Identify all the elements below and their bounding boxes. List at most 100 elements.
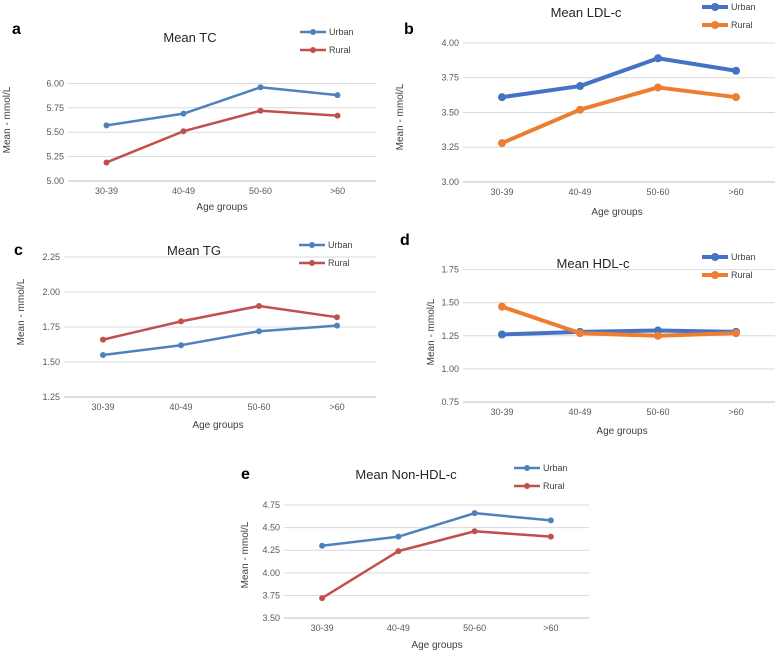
y-tick-label: 3.75 bbox=[441, 73, 459, 83]
legend-label-rural: Rural bbox=[329, 45, 351, 55]
chart-title: Mean Non-HDL-c bbox=[355, 467, 457, 482]
data-point-urban bbox=[471, 510, 478, 517]
x-tick-label: 30-39 bbox=[91, 402, 114, 412]
data-point-rural bbox=[257, 107, 264, 114]
y-tick-label: 5.75 bbox=[46, 103, 64, 113]
data-point-urban bbox=[732, 66, 740, 75]
legend-label-rural: Rural bbox=[543, 481, 565, 491]
chart-panel-b: b Mean LDL-c 3.00 3.25 3.50 3.75 4.00 30-39 40-4… bbox=[395, 2, 775, 218]
x-tick-label: 50-60 bbox=[249, 186, 272, 196]
legend-label-urban: Urban bbox=[329, 27, 354, 37]
panel-letter: d bbox=[400, 232, 410, 249]
x-tick-label: 40-49 bbox=[387, 623, 410, 633]
data-point-rural bbox=[256, 303, 262, 309]
y-tick-label: 2.00 bbox=[42, 287, 60, 297]
y-tick-label: 1.25 bbox=[42, 392, 60, 402]
data-point-rural bbox=[180, 128, 187, 135]
x-axis-label: Age groups bbox=[596, 426, 647, 437]
series-line-rural bbox=[321, 529, 551, 600]
y-tick-label: 5.25 bbox=[46, 152, 64, 162]
y-tick-label: 3.75 bbox=[262, 590, 280, 600]
data-point-urban bbox=[334, 92, 341, 99]
data-point-rural bbox=[547, 533, 554, 540]
y-tick-label: 4.00 bbox=[441, 38, 459, 48]
y-tick-label: 2.25 bbox=[42, 252, 60, 262]
y-tick-label: 4.50 bbox=[262, 523, 280, 533]
legend-label-urban: Urban bbox=[731, 2, 756, 12]
x-axis-label: Age groups bbox=[591, 207, 642, 218]
x-tick-label: 40-49 bbox=[172, 186, 195, 196]
y-axis-label: Mean - mmol/L bbox=[426, 298, 437, 365]
y-tick-label: 3.25 bbox=[441, 142, 459, 152]
legend-label-rural: Rural bbox=[731, 270, 753, 280]
legend-marker-urban bbox=[524, 465, 530, 471]
chart-panel-c: c Mean TG 1.25 1.50 1.75 2.00 2.25 30-39 40-49 50… bbox=[14, 240, 376, 431]
data-point-rural bbox=[100, 336, 106, 343]
series-line-urban bbox=[102, 324, 338, 357]
panel-letter: a bbox=[12, 21, 21, 38]
x-tick-label: 40-49 bbox=[169, 402, 192, 412]
y-tick-label: 1.00 bbox=[441, 364, 459, 374]
series-line-urban bbox=[501, 328, 737, 337]
data-point-urban bbox=[576, 82, 584, 91]
legend-marker-rural bbox=[711, 21, 719, 29]
data-point-rural bbox=[498, 139, 506, 148]
data-point-urban bbox=[395, 533, 402, 540]
data-point-urban bbox=[547, 517, 554, 524]
data-point-urban bbox=[498, 330, 506, 339]
legend-marker-rural bbox=[711, 271, 719, 279]
y-axis-label: Mean - mmol/L bbox=[2, 86, 13, 153]
y-tick-label: 5.00 bbox=[46, 176, 64, 186]
series-line-rural bbox=[501, 85, 737, 145]
x-tick-label: 50-60 bbox=[247, 402, 270, 412]
data-point-urban bbox=[180, 110, 187, 117]
chart-title: Mean HDL-c bbox=[557, 256, 630, 271]
y-tick-label: 3.50 bbox=[441, 107, 459, 117]
x-tick-label: 30-39 bbox=[311, 623, 334, 633]
x-tick-label: >60 bbox=[728, 407, 743, 417]
y-tick-label: 1.75 bbox=[42, 322, 60, 332]
legend-label-rural: Rural bbox=[328, 258, 350, 268]
data-point-rural bbox=[732, 329, 740, 338]
y-tick-label: 1.50 bbox=[42, 357, 60, 367]
data-point-rural bbox=[395, 548, 402, 555]
data-point-rural bbox=[498, 302, 506, 311]
y-tick-label: 1.50 bbox=[441, 298, 459, 308]
x-tick-label: 50-60 bbox=[646, 407, 669, 417]
data-point-rural bbox=[576, 329, 584, 338]
x-tick-label: 30-39 bbox=[490, 187, 513, 197]
x-tick-label: 40-49 bbox=[568, 407, 591, 417]
series-line-urban bbox=[106, 86, 338, 127]
x-tick-label: >60 bbox=[330, 186, 345, 196]
chart-panel-d: d Mean HDL-c 0.75 1.00 1.25 1.50 1.75 30-39 40-4… bbox=[400, 232, 775, 437]
data-point-urban bbox=[178, 342, 184, 349]
data-point-rural bbox=[334, 112, 341, 119]
data-point-rural bbox=[654, 331, 662, 340]
data-point-urban bbox=[103, 122, 110, 129]
y-tick-label: 4.00 bbox=[262, 568, 280, 578]
data-point-urban bbox=[319, 542, 326, 549]
chart-panel-e: e Mean Non-HDL-c 3.50 3.75 4.00 4.25 4.50 4.75 3… bbox=[240, 463, 589, 651]
legend-marker-rural bbox=[310, 47, 316, 53]
data-point-rural bbox=[178, 318, 184, 325]
series-line-urban bbox=[501, 56, 737, 100]
legend-marker-urban bbox=[309, 242, 315, 248]
y-tick-label: 0.75 bbox=[441, 397, 459, 407]
x-tick-label: >60 bbox=[728, 187, 743, 197]
x-tick-label: 40-49 bbox=[568, 187, 591, 197]
chart-panel-a: a Mean TC 5.00 5.25 5.50 5.75 6.00 30-39 40-49 50… bbox=[2, 21, 376, 213]
x-tick-label: 50-60 bbox=[646, 187, 669, 197]
y-tick-label: 6.00 bbox=[46, 78, 64, 88]
data-point-urban bbox=[256, 328, 262, 335]
series-line-urban bbox=[321, 511, 551, 547]
y-tick-label: 4.75 bbox=[262, 500, 280, 510]
chart-title: Mean LDL-c bbox=[551, 5, 622, 20]
y-tick-label: 3.50 bbox=[262, 613, 280, 623]
y-tick-label: 1.75 bbox=[441, 265, 459, 275]
legend-marker-urban bbox=[711, 253, 719, 261]
data-point-rural bbox=[103, 159, 110, 166]
data-point-urban bbox=[334, 322, 340, 329]
y-axis-label: Mean - mmol/L bbox=[395, 83, 406, 150]
x-tick-label: >60 bbox=[329, 402, 344, 412]
